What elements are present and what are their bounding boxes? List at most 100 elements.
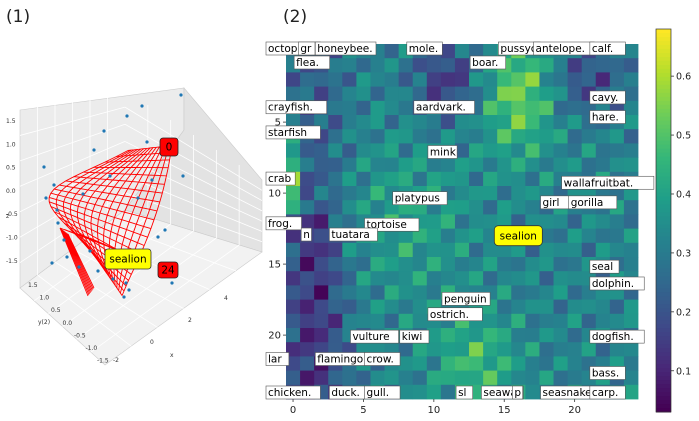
label-box: [589, 41, 626, 56]
heatmap-cell: [623, 143, 639, 158]
label-text: dolphin.: [592, 278, 634, 290]
data-point: [108, 174, 112, 178]
heatmap-cell: [286, 86, 301, 102]
data-point: [96, 269, 100, 273]
heatmap-cell: [300, 72, 315, 87]
label-box: [364, 385, 401, 400]
heatmap-cell: [426, 384, 442, 400]
heatmap-cell: [539, 313, 554, 329]
heatmap-cell: [440, 72, 456, 87]
heatmap-cell: [328, 328, 343, 343]
heatmap-cell: [412, 242, 428, 258]
heatmap-cell: [539, 271, 554, 286]
heatmap-cell: [525, 342, 540, 357]
heatmap-cell: [370, 129, 385, 144]
heatmap-cell: [609, 214, 625, 229]
colorbar-segment: [656, 156, 671, 162]
heatmap-cell: [342, 100, 357, 116]
label-box: [300, 227, 312, 242]
label-text: penguin: [444, 293, 487, 305]
data-point: [150, 178, 154, 182]
heatmap-cell: [525, 313, 540, 329]
heatmap-cell: [539, 115, 554, 130]
heatmap-cell: [300, 86, 315, 102]
heatmap-cell: [370, 257, 385, 272]
heatmap-cell: [525, 100, 540, 116]
heatmap-cell: [412, 129, 428, 144]
heatmap-cell: [497, 86, 512, 102]
heatmap-cell: [342, 115, 357, 130]
heatmap-cell: [525, 171, 540, 187]
heatmap-cell: [497, 299, 512, 315]
heatmap-cell: [623, 186, 639, 201]
heatmap-cell: [539, 242, 554, 258]
heatmap-cell: [440, 115, 456, 130]
heatmap-cell: [623, 72, 639, 87]
heatmap-cell: [356, 313, 371, 329]
colorbar-segment: [656, 252, 671, 257]
colorbar-segment: [656, 160, 671, 166]
heatmap-cell: [539, 228, 554, 244]
heatmap-cell: [300, 257, 315, 272]
label-text: duck.: [331, 387, 360, 399]
colorbar-segment: [656, 300, 671, 305]
colorbar-segment: [656, 320, 671, 325]
data-point: [145, 140, 149, 144]
heatmap-cell: [384, 157, 400, 173]
heatmap-cell: [328, 214, 343, 229]
heatmap-cell: [483, 342, 498, 357]
label-box: [561, 175, 655, 190]
heatmap-cell: [581, 214, 597, 229]
colorbar-segment: [656, 80, 671, 86]
heatmap-cell: [286, 313, 301, 329]
heatmap-cell: [553, 257, 568, 272]
z-tick-label: 1.5: [6, 118, 16, 125]
heatmap-cell: [328, 58, 343, 73]
heatmap-cell: [426, 271, 442, 286]
colorbar-segment: [656, 276, 671, 281]
heatmap-cell: [440, 228, 456, 244]
colorbar-segment: [656, 196, 671, 202]
heatmap-cell: [398, 72, 414, 87]
heatmap-cell: [356, 299, 371, 315]
heatmap-cell: [497, 100, 512, 116]
colorbar-segment: [656, 240, 671, 245]
heatmap-cell: [581, 313, 597, 329]
label-text: n: [303, 229, 310, 241]
heatmap-cell: [497, 171, 512, 187]
heatmap-cell: [483, 370, 498, 386]
heatmap-cell: [398, 313, 414, 329]
heatmap-cell: [412, 228, 428, 244]
heatmap-cell: [454, 58, 470, 73]
heatmap-cell: [483, 200, 498, 215]
heatmap-cell: [370, 313, 385, 329]
heatmap-cell: [286, 271, 301, 286]
heatmap-cell: [398, 370, 414, 386]
heatmap-cell: [342, 285, 357, 300]
heatmap-cell: [511, 100, 526, 116]
heatmap-cell: [328, 129, 343, 144]
heatmap-cell: [370, 100, 385, 116]
heatmap-cell: [286, 242, 301, 258]
label-text: gr: [300, 43, 312, 55]
heatmap-cell: [553, 370, 568, 386]
y-tick-label: 20: [268, 331, 281, 342]
colorbar-segment: [656, 32, 671, 38]
heatmap-cell: [609, 157, 625, 173]
label-box: [589, 110, 626, 124]
label-text: honeybee.: [317, 43, 372, 55]
heatmap-cell: [384, 143, 400, 158]
colorbar-segment: [656, 108, 671, 114]
data-point: [125, 114, 129, 118]
colorbar-segment: [656, 372, 671, 377]
heatmap-cell: [426, 72, 442, 87]
heatmap-cell: [469, 271, 484, 286]
heatmap-cell: [623, 257, 639, 272]
label-text: crayfish.: [268, 102, 313, 114]
heatmap-cell: [440, 356, 456, 371]
colorbar-tick-label: 0.4: [676, 189, 691, 200]
data-point: [170, 281, 174, 285]
heatmap-cell: [286, 143, 301, 158]
heatmap-cell: [412, 285, 428, 300]
heatmap-cell: [567, 115, 583, 130]
